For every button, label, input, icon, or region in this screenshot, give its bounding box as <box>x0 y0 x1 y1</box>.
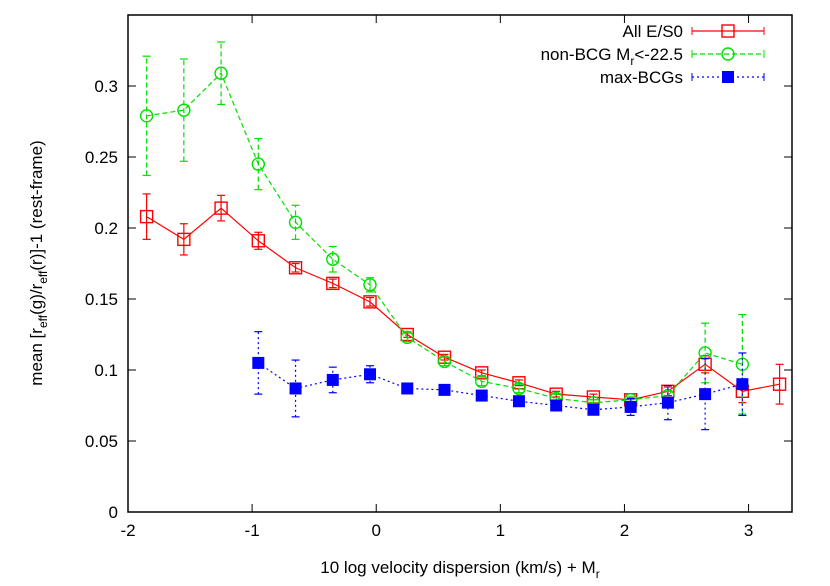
x-tick-label: -1 <box>245 521 260 540</box>
data-point <box>512 395 525 408</box>
data-point <box>661 396 674 409</box>
data-point <box>326 373 339 386</box>
data-point <box>512 381 526 396</box>
data-point <box>288 261 303 275</box>
plot-frame <box>127 14 793 513</box>
legend-marker <box>721 47 735 61</box>
data-point <box>251 234 266 248</box>
data-point <box>326 276 340 291</box>
data-point <box>214 66 228 80</box>
x-tick-label: 3 <box>744 521 753 540</box>
data-point <box>475 366 489 380</box>
series-0 <box>139 193 787 407</box>
data-point <box>251 157 266 171</box>
data-point <box>177 103 191 117</box>
data-point <box>587 403 600 416</box>
data-point <box>550 399 563 412</box>
data-point <box>438 383 451 396</box>
y-axis-label: mean [reff(g)/reff(r)]-1 (rest-frame) <box>27 140 50 385</box>
y-tick-label: 0.05 <box>85 432 118 451</box>
y-tick-label: 0.25 <box>85 148 118 167</box>
data-point <box>400 330 414 345</box>
y-tick-label: 0 <box>109 503 118 522</box>
data-point <box>437 354 452 369</box>
data-point <box>736 378 749 391</box>
series-line <box>257 362 743 411</box>
x-axis-label: 10 log velocity dispersion (km/s) + Mr <box>320 558 599 581</box>
data-point <box>699 388 712 401</box>
data-point <box>475 374 489 389</box>
data-point <box>363 295 377 309</box>
data-point <box>214 201 228 215</box>
data-point <box>475 389 488 402</box>
series-2 <box>252 331 749 431</box>
x-tick-label: 1 <box>496 521 505 540</box>
y-tick-label: 0.15 <box>85 290 118 309</box>
data-point <box>177 232 191 247</box>
x-tick-label: 0 <box>371 521 380 540</box>
data-point <box>401 382 414 395</box>
legend-marker <box>722 71 734 83</box>
data-point <box>139 109 154 123</box>
x-tick-label: 2 <box>620 521 629 540</box>
legend-label: All E/S0 <box>623 22 683 41</box>
legend-marker <box>721 24 735 38</box>
data-point <box>288 215 303 230</box>
series-line <box>146 72 743 404</box>
y-tick-label: 0.3 <box>94 77 118 96</box>
legend-label: max-BCGs <box>600 68 683 87</box>
data-point <box>252 356 265 369</box>
legend-label: non-BCG Mr<-22.5 <box>541 45 683 68</box>
x-tick-label: -2 <box>120 521 135 540</box>
data-point <box>139 209 154 224</box>
data-point <box>363 278 377 292</box>
y-tick-label: 0.1 <box>94 361 118 380</box>
y-tick-label: 0.2 <box>94 219 118 238</box>
data-point <box>289 382 302 395</box>
series-1 <box>139 41 750 415</box>
data-point <box>364 368 377 381</box>
data-point <box>772 377 787 391</box>
data-point <box>326 252 340 266</box>
data-point <box>624 400 637 413</box>
